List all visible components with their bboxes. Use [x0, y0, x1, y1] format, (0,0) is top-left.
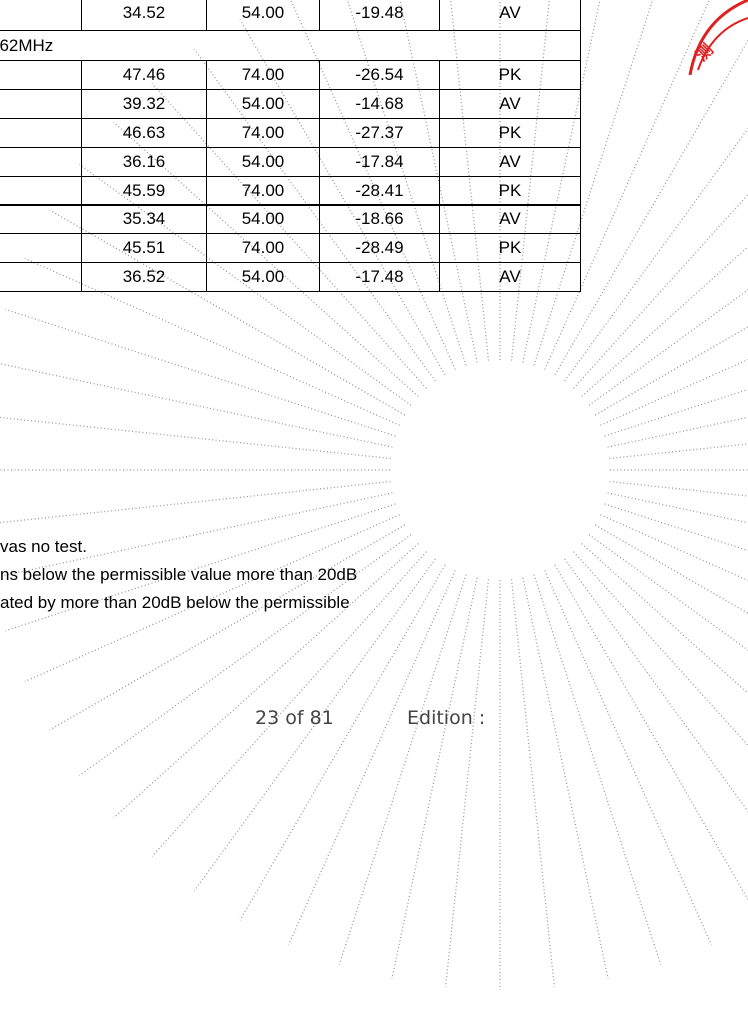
table-cell: -19.48 [319, 0, 440, 31]
table-cell: 54.00 [206, 262, 320, 293]
edition: Edition : [407, 707, 486, 729]
page-number: 23 of 81 [255, 707, 334, 729]
table-cell: 47.46 [81, 60, 207, 90]
table-cell: 74.00 [206, 233, 320, 264]
table-cell: 46.63 [81, 117, 207, 148]
table-cell: PK [439, 175, 581, 206]
table-cell [0, 60, 82, 90]
table-cell [0, 146, 82, 177]
table-cell: 36.52 [81, 262, 207, 293]
table-cell: -26.54 [319, 60, 440, 90]
table-cell: PK [439, 60, 581, 90]
table-cell: -28.49 [319, 233, 440, 264]
table-cell: 35.34 [81, 204, 207, 235]
table-cell: 74.00 [206, 175, 320, 206]
table-cell: AV [439, 262, 581, 293]
table-cell: 54.00 [206, 0, 320, 31]
table-cell: -14.68 [319, 88, 440, 119]
table-cell: -17.48 [319, 262, 440, 293]
table-cell: 54.00 [206, 88, 320, 119]
table-cell [0, 233, 82, 264]
note: vas no test. [0, 537, 87, 556]
table-cell: AV [439, 146, 581, 177]
table-cell: -17.84 [319, 146, 440, 177]
table-cell: AV [439, 204, 581, 235]
table-cell [0, 204, 82, 235]
table-cell: 36.16 [81, 146, 207, 177]
table-cell: 54.00 [206, 204, 320, 235]
table-cell: -27.37 [319, 117, 440, 148]
table-cell: -18.66 [319, 204, 440, 235]
table-cell: AV [439, 0, 581, 31]
table-cell [0, 262, 82, 293]
table-cell: 74.00 [206, 117, 320, 148]
note: ated by more than 20dB below the permiss… [0, 593, 350, 612]
table-cell: PK [439, 117, 581, 148]
table-cell: 74.00 [206, 60, 320, 90]
table-cell [0, 0, 82, 31]
table-cell: 39.32 [81, 88, 207, 119]
table-cell [0, 175, 82, 206]
table-cell: -28.41 [319, 175, 440, 206]
table-cell: 45.59 [81, 175, 207, 206]
table-cell [0, 117, 82, 148]
table-cell: AV [439, 88, 581, 119]
section-cell: 462MHz [0, 30, 581, 61]
note: ns below the permissible value more than… [0, 565, 358, 584]
table-cell [0, 88, 82, 119]
table-cell: 45.51 [81, 233, 207, 264]
table-cell: 54.00 [206, 146, 320, 177]
table-cell: 34.52 [81, 0, 207, 31]
table-cell: PK [439, 233, 581, 264]
